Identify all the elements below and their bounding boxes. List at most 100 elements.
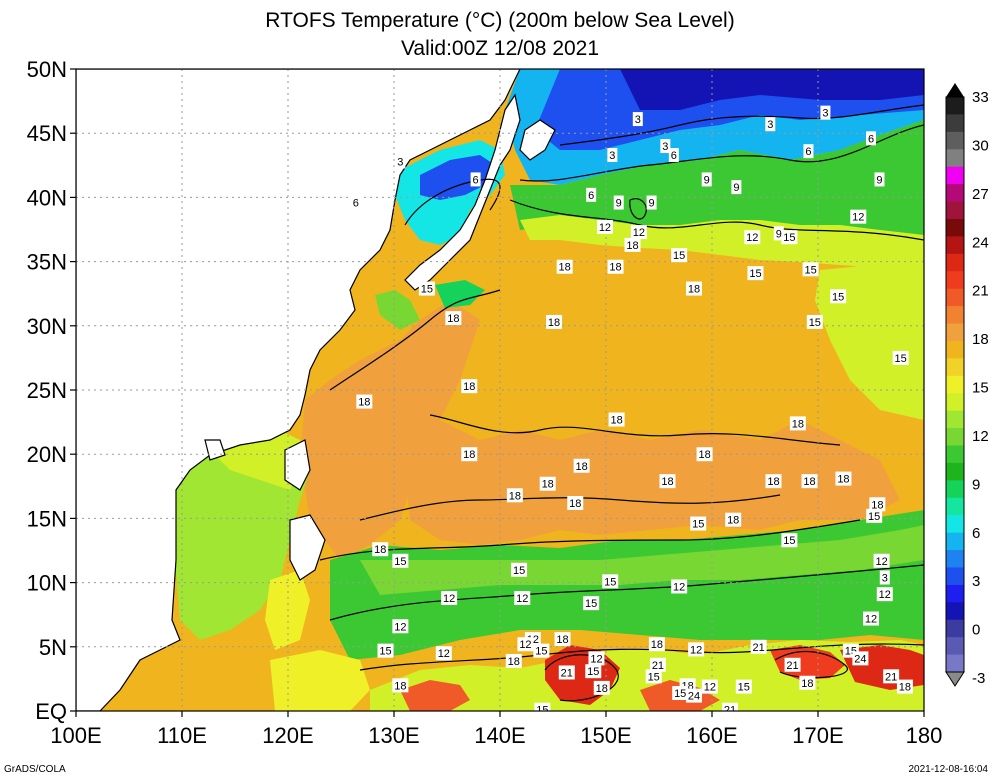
lon-tick-label: 110E [157, 723, 207, 748]
colorbar-swatch [946, 253, 964, 272]
contour-label: 15 [673, 250, 685, 262]
contour-label: 15 [738, 682, 750, 694]
contour-label-box [668, 148, 679, 163]
contour-label: 15 [804, 264, 816, 276]
contour-label: 15 [783, 535, 795, 547]
colorbar-label: 6 [972, 525, 980, 542]
contour-label: 18 [801, 678, 813, 690]
contour-label-box [869, 497, 886, 512]
graticule [76, 69, 924, 711]
colorbar-label: -3 [972, 670, 985, 687]
contour-label-box [377, 643, 394, 658]
contour-label-box [735, 679, 752, 694]
contour-label-box [435, 646, 452, 661]
contour-label-box [645, 669, 662, 684]
contour-label: 3 [397, 156, 403, 168]
colorbar-label: 0 [972, 622, 980, 639]
colorbar-label: 3 [972, 573, 980, 590]
colorbar-swatch [946, 584, 964, 603]
contour-label-box [863, 611, 879, 626]
contour-label: 18 [569, 498, 581, 510]
contour-label-box [624, 237, 641, 252]
colorbar-swatch [946, 445, 964, 464]
contour-label: 12 [879, 589, 891, 601]
colorbar-swatch [946, 323, 964, 342]
contour-label: 15 [783, 232, 795, 244]
generation-timestamp: 2021-12-08-16:04 [908, 764, 988, 775]
contour-label-box [372, 542, 389, 557]
colorbar-label: 15 [972, 380, 989, 397]
colorbar-label: 24 [972, 234, 989, 251]
contour-label-box [725, 512, 742, 527]
contour-label: 21 [561, 667, 573, 679]
lon-tick-label: 140E [474, 723, 525, 748]
contour-label: 15 [535, 646, 547, 658]
contour-label-box [722, 702, 739, 711]
lat-tick-label: 25N [27, 378, 67, 403]
contour-label-box [781, 533, 798, 548]
isotherm-contours [319, 104, 924, 702]
contour-label: 12 [704, 682, 716, 694]
contour-label-box [567, 495, 584, 510]
colorbar-frame [945, 96, 965, 673]
contour-label: 15 [585, 598, 597, 610]
contour-label: 18 [899, 682, 911, 694]
contour-label-box [511, 562, 528, 577]
contour-label: 18 [463, 381, 475, 393]
contour-label: 18 [447, 313, 459, 325]
contour-label: 18 [596, 683, 608, 695]
contour-label: 18 [610, 415, 622, 427]
colorbar-swatch [946, 654, 964, 673]
contour-label-box [803, 144, 814, 159]
colorbar-swatch [946, 218, 964, 237]
contour-label: 9 [776, 228, 782, 240]
contour-label-box [671, 248, 688, 263]
lat-tick-label: 20N [27, 442, 67, 467]
colorbar-min-arrow [945, 671, 965, 687]
contour-label: 18 [548, 317, 560, 329]
lat-tick-label: 50N [27, 57, 67, 82]
contour-label: 12 [438, 648, 450, 660]
lon-tick-label: 100E [50, 723, 101, 748]
colorbar-swatch [946, 515, 964, 534]
contour-label: 12 [633, 227, 645, 239]
contour-label-box [356, 394, 373, 409]
contour-label-box [789, 416, 806, 431]
contour-label-box [801, 474, 818, 489]
contour-label-box [866, 508, 883, 523]
contour-label-box [583, 596, 600, 611]
contour-label-box [539, 476, 556, 491]
contour-label: 18 [374, 544, 386, 556]
contour-label: 18 [559, 262, 571, 274]
contour-label-box [744, 230, 761, 245]
contour-label: 21 [786, 660, 798, 672]
contour-label-box [558, 665, 575, 680]
contour-label-box [649, 657, 666, 672]
lat-tick-label: 40N [27, 185, 67, 210]
colorbar-swatch [946, 97, 964, 115]
contour-label-box [701, 679, 718, 694]
colorbar-swatch [946, 428, 964, 446]
colorbar-label: 30 [972, 137, 989, 154]
contour-label-box [613, 195, 624, 210]
contour-label-box [892, 350, 909, 365]
contour-label: 6 [588, 190, 594, 202]
contour-label-box [533, 643, 550, 658]
contour-label: 12 [690, 644, 702, 656]
lat-tick-label: 35N [27, 250, 67, 275]
temperature-field [175, 69, 924, 711]
contour-label: 18 [542, 479, 554, 491]
contour-label: 3 [662, 141, 668, 153]
contour-label: 18 [792, 418, 804, 430]
contour-label-box [586, 187, 597, 202]
contour-label: 15 [394, 556, 406, 568]
colorbar-max-arrow [946, 83, 964, 97]
contour-label: 24 [854, 653, 866, 665]
colorbar-label: 12 [972, 428, 989, 445]
contour-label: 9 [704, 174, 710, 186]
contour-label: 15 [648, 671, 660, 683]
contour-label-box [392, 553, 409, 568]
contour-label-box [602, 574, 619, 589]
